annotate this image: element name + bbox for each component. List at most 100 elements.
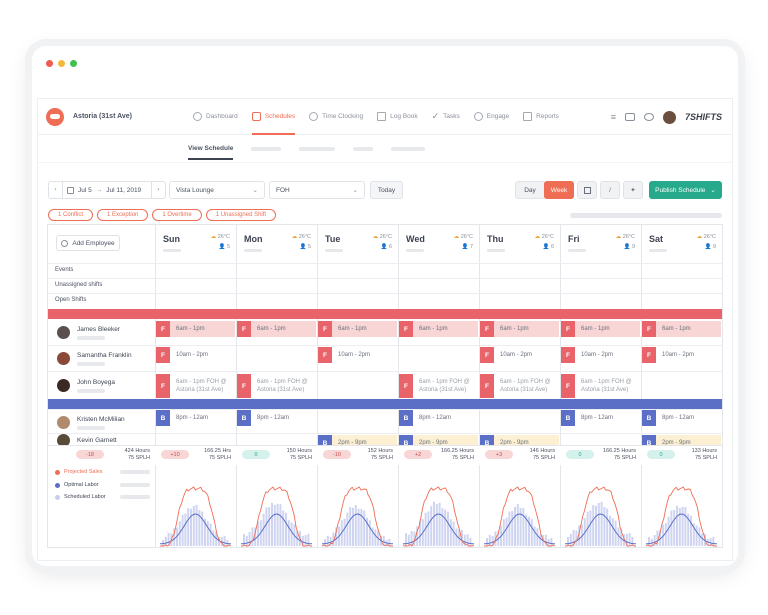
chat-icon[interactable]	[643, 113, 654, 121]
wrench-icon[interactable]: /	[600, 181, 620, 199]
nav-dashboard[interactable]: Dashboard	[193, 99, 238, 135]
venue-select[interactable]: Vista Lounge ⌄	[169, 181, 265, 199]
day-name: Sun	[163, 234, 180, 244]
scheduled-labor-bar	[690, 515, 692, 546]
maximize-dot[interactable]	[70, 60, 77, 67]
shift-block[interactable]: F 6am - 1pm	[318, 321, 397, 337]
shift-block[interactable]: B 8pm - 12am	[561, 410, 640, 426]
day-header[interactable]: Sat ☁ 26°C 👤 9	[641, 225, 722, 263]
today-button[interactable]: Today	[370, 181, 403, 199]
scheduled-labor-bar	[279, 504, 282, 546]
shift-block[interactable]: F 10am - 2pm	[156, 347, 235, 363]
day-header[interactable]: Tue ☁ 26°C 👤 6	[317, 225, 398, 263]
view-day-button[interactable]: Day	[515, 181, 545, 199]
day-header[interactable]: Fri ☁ 26°C 👤 9	[560, 225, 641, 263]
shift-block[interactable]: F 6am - 1pm FOH @ Astoria (31st Ave)	[237, 374, 316, 398]
employee-row[interactable]: Kristen McMilian	[48, 410, 155, 435]
cloud-icon: ☁	[372, 234, 379, 240]
scheduled-labor-bar	[273, 505, 276, 546]
shift-block[interactable]: F 6am - 1pm	[156, 321, 235, 337]
scheduled-labor-bar	[204, 518, 206, 546]
conflict-pill[interactable]: 1 Conflict	[48, 209, 94, 221]
day-header[interactable]: Thu ☁ 26°C 👤 6	[479, 225, 560, 263]
cloud-icon: ☁	[291, 234, 298, 240]
scheduled-labor-bar	[178, 521, 181, 546]
shift-block[interactable]: F 6am - 1pm	[561, 321, 640, 337]
scheduled-labor-bar	[522, 508, 525, 546]
exception-pill[interactable]: 1 Exception	[97, 209, 149, 221]
shift-block[interactable]: F 10am - 2pm	[318, 347, 397, 363]
shift-block[interactable]: B 8pm - 12am	[156, 410, 235, 426]
nav-reports[interactable]: Reports	[523, 99, 559, 135]
location-logo-icon[interactable]	[46, 107, 64, 126]
shift-block[interactable]: B 8pm - 12am	[399, 410, 478, 426]
filter-placeholder	[570, 213, 722, 218]
shift-block[interactable]: F 10am - 2pm	[480, 347, 559, 363]
publish-schedule-button[interactable]: Publish Schedule ⌄	[649, 181, 722, 199]
minimize-dot[interactable]	[58, 60, 65, 67]
scheduled-labor-bar	[438, 502, 441, 546]
role-badge: F	[237, 321, 251, 337]
shift-time: 6am - 1pm	[419, 326, 448, 332]
day-header[interactable]: Sun ☁ 26°C 👤 5	[155, 225, 236, 263]
add-employee-button[interactable]: Add Employee	[56, 235, 120, 251]
add-employee-label: Add Employee	[72, 239, 115, 247]
scheduled-labor-bar	[424, 512, 427, 546]
megaphone-icon[interactable]	[624, 113, 635, 121]
view-week-button[interactable]: Week	[544, 181, 574, 199]
shift-block[interactable]: B 8pm - 12am	[237, 410, 316, 426]
day-header[interactable]: Wed ☁ 26°C 👤 7	[398, 225, 479, 263]
scheduled-labor-bar	[307, 533, 310, 546]
shift-block[interactable]: F 6am - 1pm	[399, 321, 478, 337]
tab-placeholder[interactable]	[299, 146, 336, 151]
close-dot[interactable]	[46, 60, 53, 67]
weather-temp: ☁ 26°C	[697, 234, 716, 240]
nav-tasks[interactable]: ✓ Tasks	[432, 99, 460, 135]
temp-value: 26°C	[298, 234, 311, 240]
shift-block[interactable]: F 10am - 2pm	[561, 347, 640, 363]
employee-row[interactable]: Samantha Franklin	[48, 346, 155, 371]
divider	[48, 263, 722, 264]
magic-wand-icon[interactable]: ✦	[623, 181, 643, 199]
shift-block[interactable]: F 6am - 1pm FOH @ Astoria (31st Ave)	[399, 374, 478, 398]
shift-block[interactable]: B 8pm - 12am	[642, 410, 721, 426]
overtime-pill[interactable]: 1 Overtime	[152, 209, 202, 221]
unassigned-shift-pill[interactable]: 1 Unassigned Shift	[205, 209, 277, 221]
user-avatar[interactable]	[662, 110, 676, 124]
shift-block[interactable]: F 6am - 1pm	[642, 321, 721, 337]
day-header[interactable]: Mon ☁ 26°C 👤 5	[236, 225, 317, 263]
shift-block[interactable]: F 6am - 1pm	[237, 321, 316, 337]
shift-block[interactable]: F 6am - 1pm FOH @ Astoria (31st Ave)	[156, 374, 235, 398]
total-variance-pill: -18	[76, 450, 104, 459]
shift-block[interactable]: F 6am - 1pm FOH @ Astoria (31st Ave)	[561, 374, 640, 398]
employee-row[interactable]: James Bleeker	[48, 320, 155, 345]
nav-time-clocking[interactable]: Time Clocking	[309, 99, 363, 135]
divider	[48, 409, 722, 410]
scheduled-labor-bar	[444, 509, 447, 546]
scheduled-labor-bar	[449, 519, 452, 546]
shift-time: 6am - 1pm	[257, 326, 286, 332]
tab-view-schedule[interactable]: View Schedule	[188, 135, 234, 163]
scheduled-labor-bar	[248, 532, 251, 546]
prev-week-chevron-icon[interactable]: ‹	[49, 182, 63, 198]
shift-time: 6am - 1pm FOH @	[176, 379, 227, 385]
shift-block[interactable]: F 10am - 2pm	[642, 347, 721, 363]
dashboard-icon	[193, 112, 202, 121]
grid-view-icon[interactable]	[577, 181, 597, 199]
tab-placeholder[interactable]	[251, 146, 282, 151]
employee-row[interactable]: Kevin Garnett	[48, 433, 155, 447]
chevron-down-icon: ⌄	[352, 187, 358, 194]
nav-engage[interactable]: Engage	[473, 99, 509, 135]
date-range-picker[interactable]: ‹ Jul 5 → Jul 11, 2019 ›	[48, 181, 166, 199]
next-week-chevron-icon[interactable]: ›	[151, 182, 165, 198]
tab-placeholder[interactable]	[391, 146, 426, 151]
menu-icon[interactable]: ≡	[610, 112, 616, 122]
location-name[interactable]: Astoria (31st Ave)	[73, 113, 133, 120]
nav-schedules[interactable]: Schedules	[251, 99, 296, 135]
shift-block[interactable]: F 6am - 1pm FOH @ Astoria (31st Ave)	[480, 374, 559, 398]
tab-placeholder[interactable]	[353, 146, 374, 151]
department-select[interactable]: FOH ⌄	[269, 181, 365, 199]
employee-row[interactable]: John Boyega	[48, 373, 155, 398]
shift-block[interactable]: F 6am - 1pm	[480, 321, 559, 337]
nav-log-book[interactable]: Log Book	[377, 99, 418, 135]
